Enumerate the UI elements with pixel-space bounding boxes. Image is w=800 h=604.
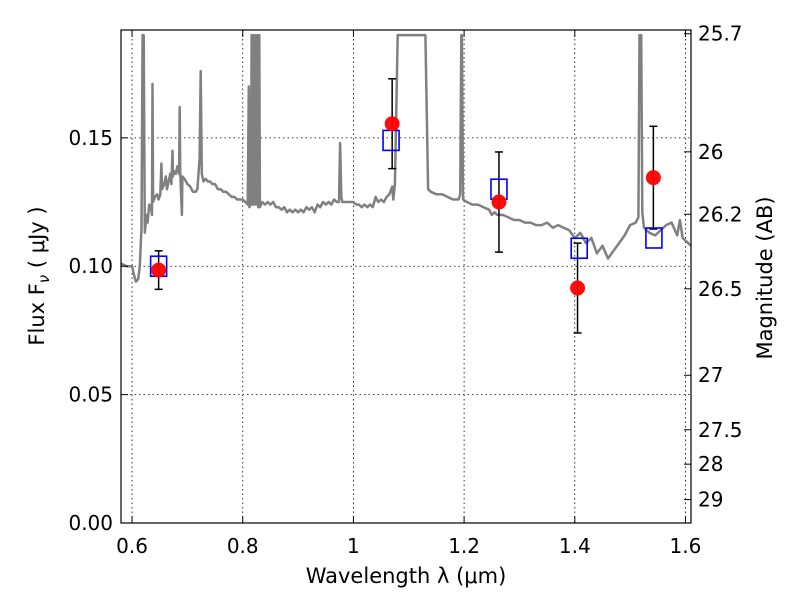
- spectrum-series: [121, 33, 691, 283]
- observed-photometry-markers: [151, 116, 661, 296]
- y-axis-ticks: 0.00 0.05 0.10 0.15: [68, 126, 128, 535]
- observed-photometry-point: [491, 194, 507, 210]
- y2-tick-label: 27.5: [698, 418, 743, 442]
- error-bars: [154, 78, 658, 334]
- plot-frame: [120, 29, 692, 524]
- y-tick-label: 0.10: [68, 254, 113, 278]
- y2-tick-label: 26: [698, 140, 723, 164]
- y-tick-label: 0.00: [68, 511, 113, 535]
- y2-tick-label: 28: [698, 452, 723, 476]
- y-tick-label: 0.15: [68, 126, 113, 150]
- y2-tick-label: 25.7: [698, 22, 743, 46]
- spectrum-line: [121, 33, 691, 283]
- observed-photometry-point: [384, 116, 400, 132]
- y2-tick-label: 27: [698, 363, 723, 387]
- y-axis-label-unit: ( μJy ): [25, 206, 49, 274]
- y-tick-label: 0.05: [68, 383, 113, 407]
- x-tick-label: 1: [347, 534, 360, 558]
- x-axis-ticks: 0.6 0.8 1 1.2 1.4 1.6: [116, 30, 701, 558]
- model-photometry-square: [645, 227, 663, 249]
- y2-axis-label: Magnitude (AB): [753, 196, 777, 359]
- model-photometry-markers: [149, 129, 663, 278]
- x-tick-label: 1.2: [448, 534, 480, 558]
- x-tick-label: 1.6: [670, 534, 702, 558]
- observed-photometry-point: [645, 170, 661, 186]
- y2-axis-ticks: 25.7 26 26.2 26.5 27 27.5 28 29: [684, 22, 743, 512]
- model-photometry-square: [570, 237, 589, 260]
- x-tick-label: 1.4: [559, 534, 591, 558]
- x-tick-label: 0.8: [227, 534, 259, 558]
- grid-lines: [121, 30, 691, 523]
- y2-tick-label: 29: [698, 488, 723, 512]
- y-axis-label-subscript: ν: [35, 275, 53, 283]
- y-axis-label-main: Flux F: [25, 283, 49, 345]
- x-tick-label: 0.6: [116, 534, 148, 558]
- y2-tick-label: 26.2: [698, 202, 743, 226]
- y-axis-label: Flux Fν ( μJy ): [25, 206, 53, 345]
- observed-photometry-point: [151, 262, 167, 278]
- observed-photometry-point: [570, 280, 586, 296]
- y2-tick-label: 26.5: [698, 277, 743, 301]
- x-axis-label: Wavelength λ (μm): [306, 564, 507, 588]
